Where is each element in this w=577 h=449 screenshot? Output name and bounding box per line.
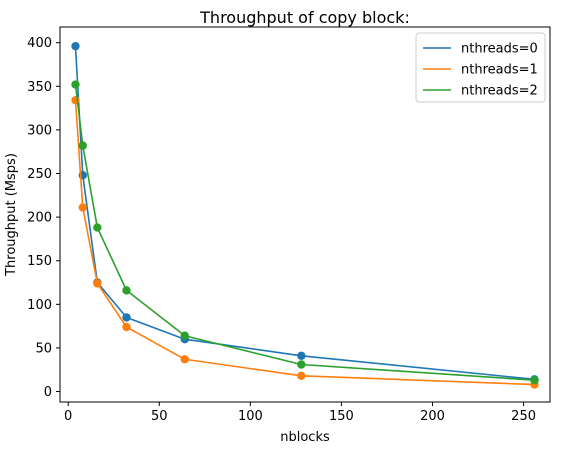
legend-box <box>415 32 546 103</box>
data-point <box>78 203 87 212</box>
data-point <box>93 223 102 232</box>
data-point <box>71 41 80 51</box>
y-tick-label: 350 <box>27 80 52 95</box>
series-line <box>74 100 535 386</box>
y-axis-label: Throughput (Msps) <box>4 153 19 277</box>
data-point <box>122 286 131 295</box>
legend-item: nthreads=1 <box>423 63 538 78</box>
y-tick-label: 100 <box>27 298 52 313</box>
y-tick-label: 250 <box>27 167 52 182</box>
data-point <box>122 313 131 322</box>
plot-area-frame <box>59 26 551 403</box>
legend: nthreads=0 nthreads=1 nthreads=2 <box>415 32 546 103</box>
y-tick-label: 150 <box>27 254 52 269</box>
y-axis: 0 50 100 150 200 250 300 350 400 <box>27 36 60 400</box>
y-tick-label: 50 <box>35 341 52 356</box>
data-point <box>122 322 131 332</box>
data-point <box>180 331 189 340</box>
x-tick-label: 200 <box>420 409 445 424</box>
data-point <box>180 355 189 364</box>
x-tick-label: 150 <box>329 409 354 424</box>
legend-label: nthreads=1 <box>461 63 538 78</box>
data-point <box>297 360 306 369</box>
legend-item: nthreads=2 <box>423 84 538 99</box>
series-layer <box>71 41 539 389</box>
data-point <box>71 80 80 89</box>
data-point <box>530 375 539 385</box>
legend-label: nthreads=2 <box>461 84 538 99</box>
series-line <box>74 84 535 381</box>
y-tick-label: 200 <box>27 211 52 226</box>
x-tick-label: 50 <box>151 409 168 424</box>
chart-title: Throughput of copy block: <box>199 8 410 27</box>
x-tick-label: 250 <box>511 409 536 424</box>
series-nthreads=2 <box>71 80 539 385</box>
data-point <box>78 141 87 150</box>
data-point <box>297 371 306 381</box>
y-tick-label: 300 <box>27 123 52 138</box>
y-tick-label: 400 <box>27 36 52 51</box>
data-point <box>93 279 102 288</box>
y-tick-label: 0 <box>44 385 52 400</box>
x-tick-label: 0 <box>64 409 72 424</box>
x-axis-label: nblocks <box>280 430 330 445</box>
x-tick-label: 100 <box>238 409 263 424</box>
legend-item: nthreads=0 <box>423 42 538 57</box>
data-point <box>297 351 306 360</box>
legend-label: nthreads=0 <box>461 42 538 57</box>
x-axis: 0 50 100 150 200 250 <box>64 402 536 424</box>
series-nthreads=1 <box>71 96 539 389</box>
